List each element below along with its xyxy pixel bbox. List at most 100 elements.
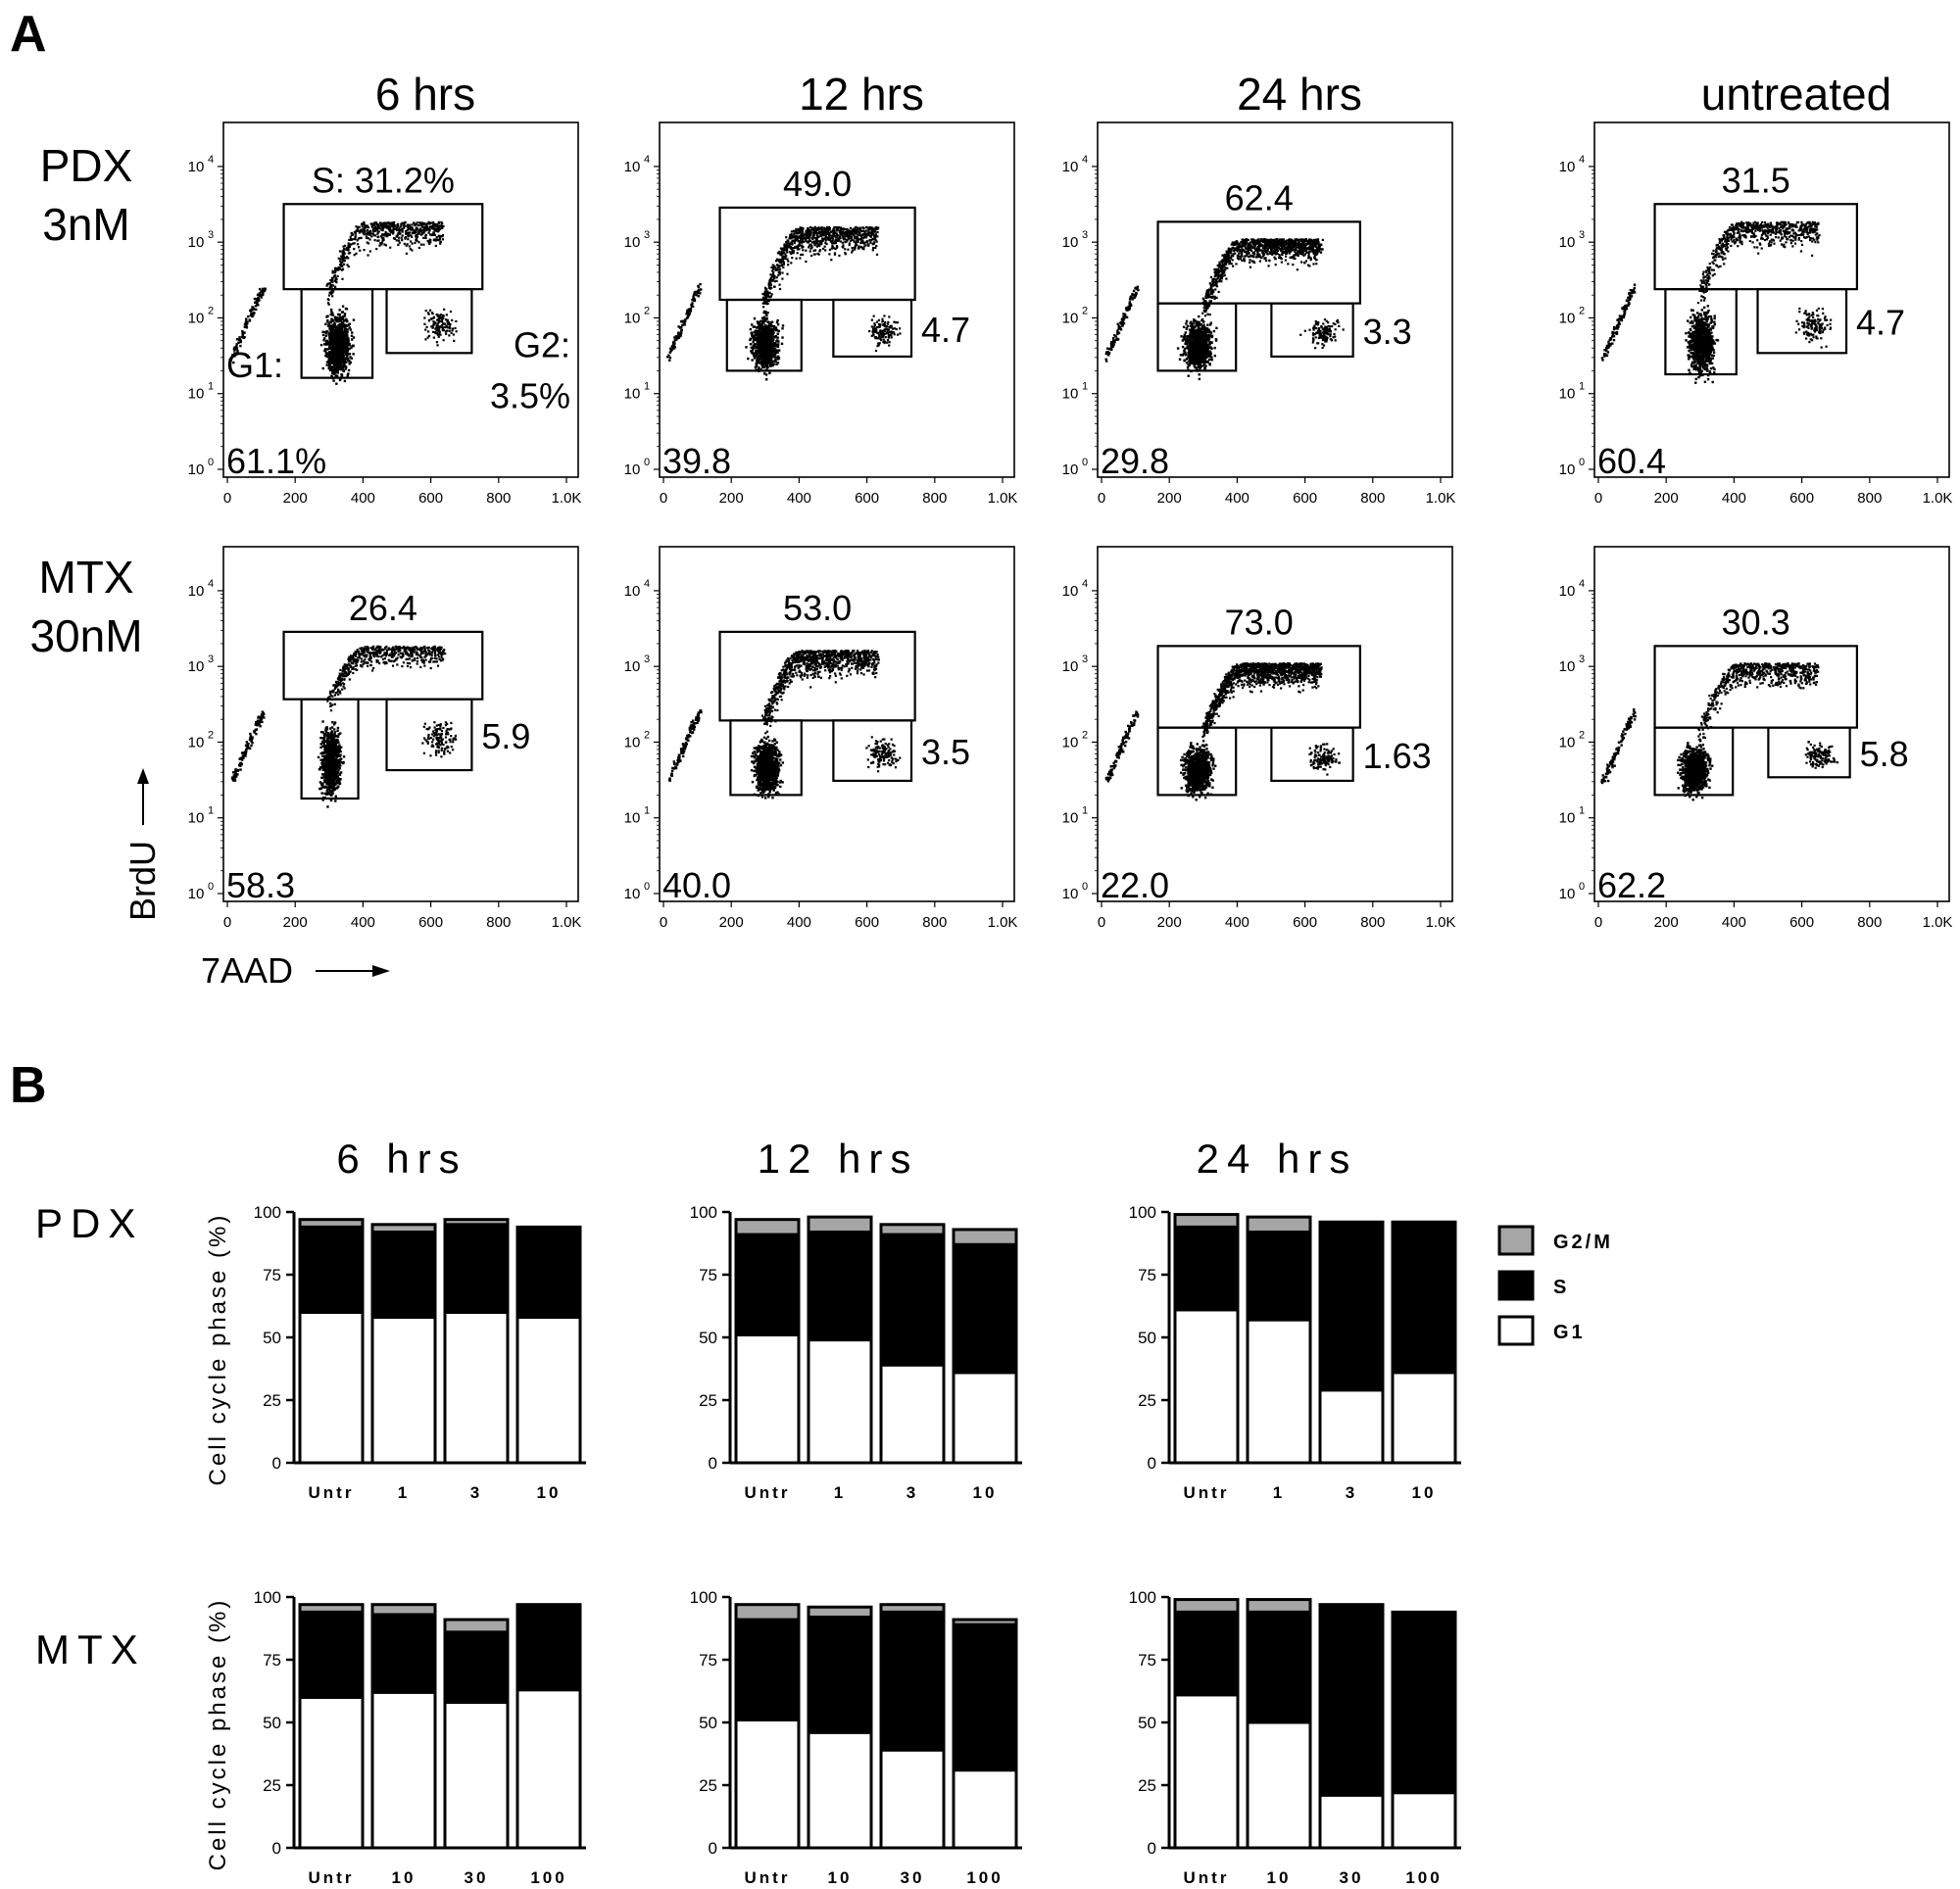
flow-plot-frame (1593, 546, 1950, 902)
bar-G2M-Untr (298, 1603, 365, 1614)
y-tick-exp: 3 (1082, 229, 1088, 241)
y-tick-exp: 3 (1579, 654, 1585, 665)
y-tick-label: 75 (1138, 1651, 1156, 1670)
gate-g2 (1270, 726, 1354, 783)
bar-G1-10 (370, 1690, 437, 1850)
gate-s-label: 73.0 (1225, 602, 1294, 642)
x-tick-label: 0 (1594, 490, 1602, 507)
gate-g1-label: 58.3 (226, 865, 295, 905)
bar-panel-PDX-24hrs: 0 25 50 75 100 Untr 1 3 10 (1129, 1203, 1461, 1502)
flow-events (666, 225, 902, 381)
bar-G1-Untr (734, 1718, 801, 1850)
bar-G2M-3 (443, 1218, 510, 1227)
y-tick-exp: 2 (644, 305, 650, 316)
y-tick-label: 10 (624, 310, 641, 326)
gate-s-label: 49.0 (783, 164, 852, 204)
gate-s (1653, 645, 1858, 729)
gate-g2-label: 4.7 (921, 310, 970, 350)
bar-G2M-30 (879, 1603, 946, 1614)
bar-G1-Untr (1173, 1693, 1240, 1850)
x-tick-label: 10 (1267, 1868, 1292, 1887)
bar-G2M-Untr (1173, 1213, 1240, 1229)
x-tick-label: 1 (398, 1483, 410, 1502)
bar-panel-MTX-24hrs: 0 25 50 75 100 Untr 10 30 100 (1129, 1588, 1461, 1887)
y-tick-exp: 0 (1082, 457, 1088, 468)
x-tick-label: 400 (787, 914, 811, 931)
bar-G1-3 (1318, 1388, 1385, 1465)
x-tick-label: 800 (1360, 490, 1385, 507)
y-tick-exp: 4 (208, 154, 214, 166)
x-tick-label: 600 (855, 490, 879, 507)
bar-S-10 (515, 1228, 582, 1320)
y-tick-exp: 4 (1579, 578, 1585, 590)
y-tick-label: 75 (263, 1651, 281, 1670)
y-tick-exp: 1 (644, 381, 650, 393)
flow-plot-frame (659, 546, 1015, 902)
x-tick-label: 0 (1098, 490, 1105, 507)
x-tick-label: 200 (1157, 490, 1182, 507)
bar-panel-PDX-12hrs: 0 25 50 75 100 Untr 1 3 10 (690, 1203, 1022, 1502)
gate-g2 (1756, 288, 1848, 355)
bar-G1-1 (370, 1316, 437, 1465)
b-row-title-1: MTX (35, 1626, 146, 1672)
y-tick-label: 50 (699, 1329, 717, 1347)
x-tick-label: 800 (1360, 914, 1385, 931)
x-tick-label: 800 (922, 914, 947, 931)
y-tick-label: 100 (254, 1203, 281, 1222)
legend-label-G2M: G2/M (1553, 1232, 1613, 1253)
row-title-0-sub: 3nM (42, 199, 129, 250)
bar-S-1 (1246, 1230, 1312, 1322)
flow-plot-frame (1593, 121, 1950, 478)
y-tick-label: 50 (699, 1714, 717, 1732)
x-tick-label: 800 (1857, 914, 1882, 931)
gate-g2-label: 3.3 (1363, 312, 1412, 352)
col-title-2: 24 hrs (1237, 69, 1362, 120)
b-col-title-2: 24 hrs (1197, 1136, 1358, 1182)
y-tick-label: 10 (1559, 159, 1576, 175)
x-tick-label: 800 (1857, 490, 1882, 507)
bar-G2M-30 (443, 1618, 510, 1634)
gate-s-label: 62.4 (1225, 177, 1294, 218)
x-axis-label: 7AAD (201, 950, 293, 991)
y-tick-label: 75 (699, 1651, 717, 1670)
x-tick-label: 1.0K (1426, 914, 1456, 931)
y-tick-label: 25 (699, 1391, 717, 1410)
y-tick-exp: 0 (1579, 881, 1585, 893)
y-tick-exp: 3 (644, 229, 650, 241)
bar-G1-30 (1318, 1793, 1385, 1850)
gate-g1 (300, 698, 360, 800)
gate-g2 (385, 698, 473, 772)
gate-g1 (1156, 726, 1238, 797)
y-tick-exp: 4 (208, 578, 214, 590)
bar-G2M-1 (1246, 1215, 1312, 1234)
bar-S-10 (1391, 1220, 1457, 1375)
legend-label-G1: G1 (1553, 1322, 1586, 1343)
y-tick-label: 100 (1129, 1203, 1156, 1222)
x-tick-label: 200 (283, 914, 308, 931)
y-tick-label: 10 (1559, 583, 1576, 600)
bar-G1-100 (1391, 1791, 1457, 1850)
flow-events (1600, 220, 1833, 384)
row-title-1: MTX (38, 552, 133, 603)
y-tick-label: 25 (1138, 1391, 1156, 1410)
x-tick-label: 30 (465, 1868, 489, 1887)
bar-S-10 (807, 1615, 873, 1734)
y-tick-exp: 4 (1082, 578, 1088, 590)
y-tick-label: 0 (272, 1454, 281, 1473)
bar-S-Untr (734, 1618, 801, 1721)
x-tick-label: 3 (470, 1483, 482, 1502)
y-tick-label: 10 (188, 310, 205, 326)
x-tick-label: 0 (223, 914, 231, 931)
gate-s-label: 53.0 (783, 588, 852, 628)
y-tick-label: 10 (1062, 734, 1079, 751)
y-tick-label: 25 (1138, 1776, 1156, 1795)
bar-S-10 (1246, 1610, 1312, 1724)
y-tick-exp: 1 (1579, 381, 1585, 393)
x-tick-label: 600 (418, 490, 443, 507)
y-tick-label: 10 (624, 583, 641, 600)
gate-g2-label: 5.8 (1860, 734, 1909, 774)
y-tick-exp: 4 (1579, 154, 1585, 166)
